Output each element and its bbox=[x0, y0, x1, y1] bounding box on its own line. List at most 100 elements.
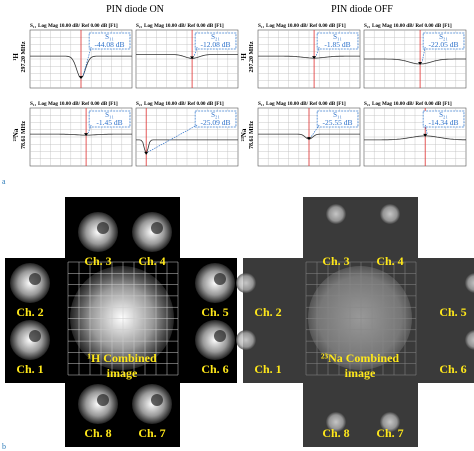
row-label: ¹H bbox=[12, 53, 20, 61]
channel-image bbox=[132, 384, 172, 424]
marker-name: S₁₁ bbox=[105, 33, 114, 41]
marker-name: S₂₁ bbox=[439, 33, 448, 41]
marker bbox=[79, 76, 83, 80]
plot-header: Log Mag 10.00 dB/ Ref 0.00 dB [F1] bbox=[266, 101, 346, 107]
coil-signal bbox=[236, 273, 256, 293]
row-label: ²³Na bbox=[12, 128, 20, 141]
value-box bbox=[316, 110, 359, 128]
plot-param: S₂₁ bbox=[136, 101, 142, 107]
channel-image bbox=[151, 222, 163, 234]
marker bbox=[84, 133, 89, 137]
marker-name: S₁₁ bbox=[333, 111, 342, 119]
channel-label: Ch. 4 bbox=[138, 254, 165, 268]
phantom bbox=[308, 266, 412, 370]
coil-signal bbox=[465, 273, 474, 293]
channel-image bbox=[97, 222, 109, 234]
marker-name: S₁₁ bbox=[333, 33, 342, 41]
value-box bbox=[422, 110, 465, 128]
marker-arrow bbox=[193, 46, 198, 57]
channel-label: Ch. 6 bbox=[201, 362, 228, 376]
panel-label: b bbox=[2, 442, 6, 451]
channel-image bbox=[78, 384, 118, 424]
marker-arrow bbox=[82, 46, 92, 77]
coil-signal bbox=[465, 330, 474, 350]
marker-value: -1.45 dB bbox=[96, 118, 122, 127]
marker-arrow bbox=[148, 124, 198, 153]
marker-value: -25.55 dB bbox=[323, 118, 353, 127]
row-label: ¹H bbox=[240, 53, 248, 61]
channel-image bbox=[195, 263, 235, 303]
channel-image bbox=[78, 212, 118, 252]
coil-signal bbox=[326, 412, 346, 432]
trace bbox=[364, 58, 466, 65]
plot-param: S₂₁ bbox=[364, 23, 370, 29]
header-left: PIN diode ON bbox=[106, 4, 164, 15]
value-box bbox=[88, 32, 131, 50]
value-box bbox=[316, 32, 359, 50]
value-box bbox=[422, 32, 465, 50]
plot-header: Log Mag 10.00 dB/ Ref 0.00 dB [F1] bbox=[144, 23, 224, 29]
phantom bbox=[70, 266, 174, 370]
plot-param: S₂₁ bbox=[136, 23, 142, 29]
channel-label: Ch. 8 bbox=[84, 426, 111, 440]
channel-image bbox=[132, 212, 172, 252]
caption: ²³Na Combined bbox=[321, 351, 400, 365]
row-label: ²³Na bbox=[240, 128, 248, 141]
row-label: 78.61 MHz bbox=[21, 121, 27, 149]
plot-param: S₁₁ bbox=[258, 23, 264, 29]
channel-image bbox=[214, 273, 226, 285]
channel-label: Ch. 5 bbox=[439, 305, 466, 319]
channel-image bbox=[29, 273, 41, 285]
marker-value: -1.85 dB bbox=[324, 40, 350, 49]
marker-value: -12.08 dB bbox=[201, 40, 231, 49]
channel-label: Ch. 7 bbox=[138, 426, 165, 440]
coil-signal bbox=[236, 330, 256, 350]
trace bbox=[136, 139, 238, 156]
plot-header: Log Mag 10.00 dB/ Ref 0.00 dB [F1] bbox=[38, 101, 118, 107]
plot-header: Log Mag 10.00 dB/ Ref 0.00 dB [F1] bbox=[372, 23, 452, 29]
coil-signal bbox=[380, 412, 400, 432]
trace bbox=[30, 133, 132, 136]
marker-value: -44.08 dB bbox=[95, 40, 125, 49]
marker bbox=[144, 151, 149, 155]
channel-label: Ch. 6 bbox=[439, 362, 466, 376]
value-box bbox=[194, 32, 237, 50]
row-label: 78.61 MHz bbox=[249, 121, 255, 149]
marker-value: -22.05 dB bbox=[429, 40, 459, 49]
value-box bbox=[88, 110, 131, 128]
header-right: PIN diode OFF bbox=[331, 4, 393, 15]
channel-image bbox=[29, 330, 41, 342]
plot-param: S₁₁ bbox=[258, 101, 264, 107]
caption: image bbox=[107, 366, 138, 380]
channel-label: Ch. 3 bbox=[84, 254, 111, 268]
trace bbox=[364, 135, 466, 141]
marker-name: S₁₁ bbox=[105, 111, 114, 119]
channel-image bbox=[10, 320, 50, 360]
channel-image bbox=[97, 394, 109, 406]
trace bbox=[136, 54, 238, 59]
marker-name: S₂₁ bbox=[211, 111, 220, 119]
marker-arrow bbox=[315, 46, 320, 57]
coil-signal bbox=[326, 204, 346, 224]
marker-arrow bbox=[87, 124, 92, 134]
plot-header: Log Mag 10.00 dB/ Ref 0.00 dB [F1] bbox=[372, 101, 452, 107]
marker bbox=[418, 62, 423, 65]
plot-header: Log Mag 10.00 dB/ Ref 0.00 dB [F1] bbox=[266, 23, 346, 29]
channel-label: Ch. 1 bbox=[254, 362, 281, 376]
caption: image bbox=[345, 366, 376, 380]
marker-name: S₂₁ bbox=[211, 33, 220, 41]
channel-label: Ch. 2 bbox=[254, 305, 281, 319]
channel-label: Ch. 2 bbox=[16, 305, 43, 319]
channel-image bbox=[214, 330, 226, 342]
marker-value: -25.09 dB bbox=[201, 118, 231, 127]
channel-image bbox=[10, 263, 50, 303]
channel-label: Ch. 1 bbox=[16, 362, 43, 376]
channel-label: Ch. 8 bbox=[322, 426, 349, 440]
marker-arrow bbox=[421, 46, 426, 63]
channel-label: Ch. 4 bbox=[376, 254, 403, 268]
plot-header: Log Mag 10.00 dB/ Ref 0.00 dB [F1] bbox=[38, 23, 118, 29]
marker bbox=[190, 56, 195, 60]
panel-label: a bbox=[2, 177, 6, 186]
marker-name: S₂₁ bbox=[439, 111, 448, 119]
